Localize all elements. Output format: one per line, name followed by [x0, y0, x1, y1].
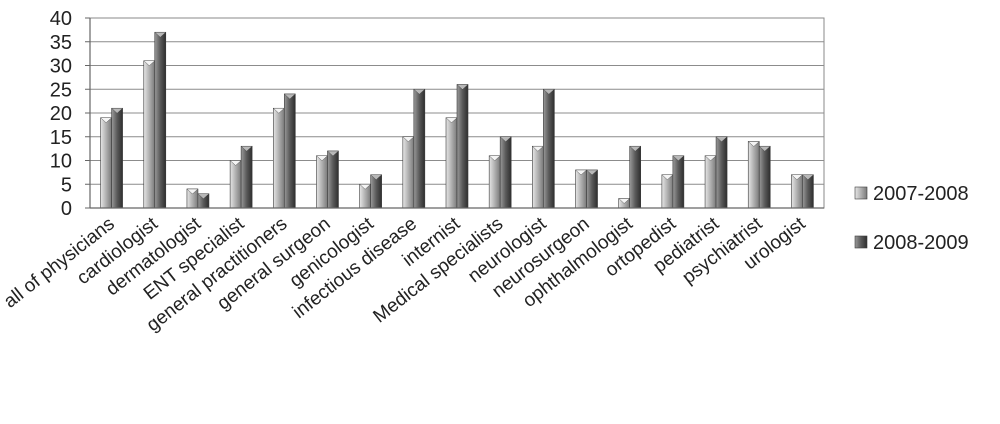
bar-top-2008-2009-Medical specialists — [499, 136, 512, 143]
bar-2008-2009-psychiatrist — [758, 145, 771, 209]
bar-top-2008-2009-general practitioners — [283, 93, 296, 100]
bar-top-2008-2009-ortopedist — [672, 155, 685, 162]
bar-top-2007-2008-genicologist — [359, 184, 372, 190]
bar-top-2008-2009-cardiologist — [154, 32, 167, 38]
bar-2007-2008-general practitioners — [272, 107, 285, 209]
bar-top-2007-2008-neurologist — [531, 146, 544, 152]
bar-top-2007-2008-general surgeon — [315, 155, 328, 162]
bar-top-2007-2008-Medical specialists — [488, 155, 501, 162]
bar-top-2008-2009-psychiatrist — [758, 146, 771, 152]
bar-2007-2008-neurologist — [532, 145, 544, 209]
bar-top-2007-2008-dermatologist — [186, 188, 199, 195]
bar-2008-2009-neurosurgeon — [586, 169, 598, 209]
bar-2008-2009-infectious disease — [413, 88, 426, 209]
y-tick-label: 15 — [50, 127, 72, 149]
bar-2008-2009-ENT specialist — [240, 145, 253, 209]
bar-2008-2009-general surgeon — [327, 150, 339, 209]
legend: 2007-2008 2008-2009 — [854, 183, 969, 254]
bar-top-2007-2008-pediatrist — [704, 155, 717, 162]
bar-2008-2009-cardiologist — [154, 31, 167, 209]
bar-top-2007-2008-ophthalmologist — [618, 198, 631, 204]
bar-2007-2008-neurosurgeon — [575, 169, 587, 209]
bar-top-2007-2008-urologist — [790, 174, 803, 181]
bar-2008-2009-ortopedist — [672, 155, 685, 209]
legend-label: 2007-2008 — [873, 183, 969, 205]
bar-2007-2008-all of physicians — [100, 117, 112, 209]
bar-2007-2008-cardiologist — [143, 60, 156, 209]
bar-2007-2008-Medical specialists — [488, 155, 501, 209]
y-tick-label: 0 — [61, 198, 72, 220]
bar-top-2007-2008-all of physicians — [100, 117, 113, 124]
bar-top-2008-2009-dermatologist — [197, 193, 210, 200]
x-axis-ticks: all of physicianscardiologistdermatologi… — [0, 213, 810, 336]
bar-top-2008-2009-pediatrist — [715, 136, 728, 143]
bar-top-2008-2009-ophthalmologist — [629, 146, 642, 152]
bar-top-2007-2008-infectious disease — [402, 136, 415, 143]
bar-2008-2009-internist — [456, 84, 469, 209]
bar-top-2008-2009-ENT specialist — [240, 146, 253, 152]
bar-top-2007-2008-ENT specialist — [229, 160, 242, 166]
legend-swatch — [854, 186, 868, 200]
bar-2007-2008-ENT specialist — [229, 160, 242, 209]
bar-top-2007-2008-ortopedist — [661, 174, 674, 181]
bar-2007-2008-internist — [445, 117, 458, 209]
bar-top-2008-2009-internist — [456, 84, 469, 90]
bar-top-2008-2009-urologist — [801, 174, 814, 181]
bar-2007-2008-general surgeon — [316, 155, 328, 209]
bar-top-2008-2009-neurosurgeon — [586, 169, 599, 176]
bar-top-2007-2008-cardiologist — [143, 60, 156, 67]
bar-top-2008-2009-infectious disease — [413, 89, 426, 95]
y-tick-label: 5 — [61, 174, 72, 196]
bar-2008-2009-pediatrist — [715, 136, 728, 209]
bar-2008-2009-neurologist — [543, 88, 555, 209]
bar-top-2007-2008-internist — [445, 117, 458, 124]
bar-top-2007-2008-neurosurgeon — [575, 169, 588, 176]
bar-top-2008-2009-genicologist — [370, 174, 383, 181]
bar-top-2008-2009-neurologist — [542, 89, 555, 95]
legend-label: 2008-2009 — [873, 232, 969, 254]
legend-swatch — [854, 235, 868, 249]
y-tick-label: 20 — [50, 103, 72, 125]
bar-2007-2008-infectious disease — [402, 136, 415, 209]
y-tick-label: 25 — [50, 79, 72, 101]
bar-2007-2008-pediatrist — [704, 155, 717, 209]
y-tick-label: 35 — [50, 32, 72, 54]
y-tick-label: 30 — [50, 56, 72, 78]
bar-top-2008-2009-all of physicians — [111, 108, 124, 114]
bar-2008-2009-all of physicians — [111, 107, 123, 209]
bar-2008-2009-Medical specialists — [499, 136, 512, 209]
bar-top-2007-2008-general practitioners — [272, 108, 285, 114]
bar-2007-2008-psychiatrist — [747, 141, 760, 209]
y-tick-label: 40 — [50, 8, 72, 30]
bar-top-2008-2009-general surgeon — [326, 150, 339, 157]
bar-2008-2009-general practitioners — [283, 93, 296, 209]
y-tick-label: 10 — [50, 151, 72, 173]
bars — [100, 31, 814, 209]
bar-2008-2009-ophthalmologist — [629, 145, 642, 209]
bar-top-2007-2008-psychiatrist — [747, 141, 760, 147]
